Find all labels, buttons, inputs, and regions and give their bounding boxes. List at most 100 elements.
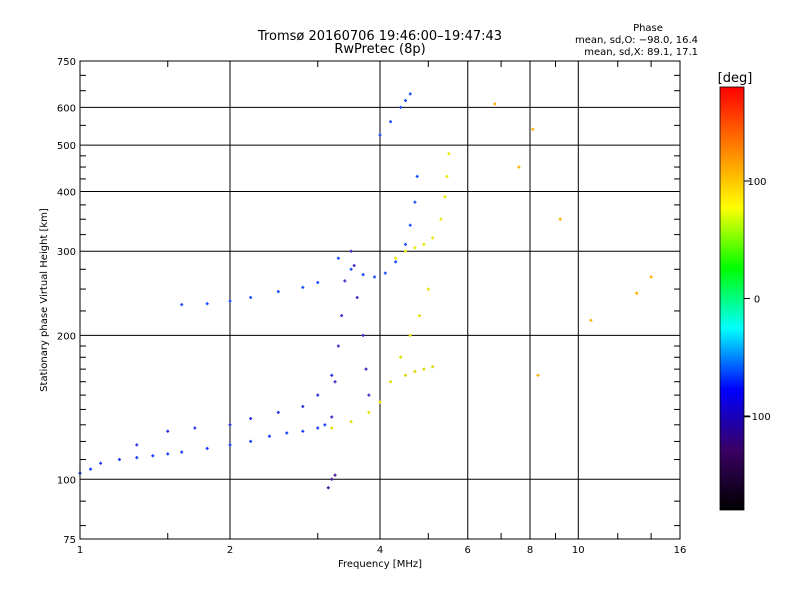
data-point: [408, 92, 412, 96]
data-point: [361, 273, 365, 277]
data-point: [399, 355, 403, 359]
x-tick-label: 8: [527, 545, 533, 556]
series-sporadic-high-echoes: [378, 92, 412, 137]
chart-title: Tromsø 20160706 19:46:00–19:47:43: [257, 29, 502, 44]
data-point: [117, 457, 121, 461]
data-point: [517, 165, 521, 169]
data-point: [205, 302, 209, 306]
y-tick-label: 400: [57, 187, 76, 198]
data-point: [378, 400, 382, 404]
axis-ticks: 1 2 4 6 8 10 16 75 100 200 300 400 500 600 750: [57, 57, 686, 556]
series-o-mode-f2-trace: [336, 174, 419, 279]
data-point: [389, 380, 393, 384]
data-point: [340, 314, 344, 318]
series-x-mode-lower-branch: [403, 365, 435, 377]
x-tick-label: 4: [377, 545, 383, 556]
data-point: [323, 423, 327, 427]
stats-heading: Phase: [633, 23, 663, 34]
colorbar-tick-label: 0: [754, 295, 760, 306]
data-point: [649, 275, 653, 279]
data-point: [205, 446, 209, 450]
data-point: [89, 467, 93, 471]
data-point: [394, 260, 398, 264]
plot-frame: [79, 60, 681, 540]
data-point: [589, 318, 593, 322]
series-oblique-low-trace: [180, 281, 320, 307]
data-point: [249, 439, 253, 443]
data-point: [399, 105, 403, 109]
y-tick-label: 750: [57, 57, 76, 68]
data-point: [301, 429, 305, 433]
y-tick-label: 100: [57, 475, 76, 486]
data-point: [166, 452, 170, 456]
x-tick-label: 2: [227, 545, 233, 556]
series-scattered-high-frequency-echoes: [493, 102, 653, 377]
x-tick-label: 16: [674, 545, 687, 556]
data-point: [383, 271, 387, 275]
colorbar-label: [deg]: [718, 71, 753, 86]
data-point: [135, 456, 139, 460]
data-point: [349, 267, 353, 271]
series-spread-f-column-3-2-3-8-mhz: [330, 249, 371, 419]
colorbar: [719, 86, 745, 511]
data-point: [316, 281, 320, 285]
data-point: [389, 120, 393, 124]
data-point: [180, 450, 184, 454]
data-point: [531, 127, 535, 131]
series-x-mode-f2-trace: [394, 152, 451, 260]
data-point: [415, 174, 419, 178]
data-point: [336, 344, 340, 348]
y-tick-label: 200: [57, 331, 76, 342]
series-low-isolated-echoes: [326, 473, 337, 490]
data-point: [394, 256, 398, 260]
data-point: [367, 410, 371, 414]
data-point: [413, 370, 417, 374]
data-point: [355, 296, 359, 300]
y-tick-label: 300: [57, 247, 76, 258]
data-point: [330, 477, 334, 481]
data-point: [301, 285, 305, 289]
data-point: [422, 367, 426, 371]
series-o-mode-upper-trace: [135, 373, 334, 447]
data-point: [301, 404, 305, 408]
data-point: [378, 133, 382, 137]
data-point: [336, 256, 340, 260]
data-point: [445, 174, 449, 178]
x-axis-label: Frequency [MHz]: [338, 559, 422, 570]
data-point: [228, 443, 232, 447]
data-point: [558, 217, 562, 221]
x-tick-label: 1: [77, 545, 83, 556]
data-point: [422, 242, 426, 246]
data-point: [403, 249, 407, 253]
data-point: [352, 264, 356, 268]
data-point: [361, 333, 365, 337]
data-point: [349, 420, 353, 424]
data-point: [151, 454, 155, 458]
data-point: [447, 152, 451, 156]
data-point: [326, 486, 330, 490]
data-point: [403, 99, 407, 103]
data-point: [403, 373, 407, 377]
data-point: [373, 275, 377, 279]
colorbar-tick-label: −100: [743, 412, 770, 423]
stats-line-x: mean, sd,X: 89.1, 17.1: [584, 47, 698, 58]
data-point: [330, 415, 334, 419]
y-axis-label: Stationary phase Virtual Height [km]: [39, 208, 50, 392]
data-point: [349, 249, 353, 253]
data-point: [417, 314, 421, 318]
data-point: [426, 287, 430, 291]
stats-line-o: mean, sd,O: −98.0, 16.4: [575, 35, 698, 46]
x-tick-label: 10: [572, 545, 585, 556]
data-point: [228, 423, 232, 427]
data-point: [367, 393, 371, 397]
y-tick-label: 600: [57, 103, 76, 114]
y-tick-label: 500: [57, 141, 76, 152]
data-point: [135, 443, 139, 447]
data-point: [267, 434, 271, 438]
data-point: [333, 473, 337, 477]
data-points: [78, 92, 653, 490]
data-point: [333, 380, 337, 384]
data-point: [635, 291, 639, 295]
